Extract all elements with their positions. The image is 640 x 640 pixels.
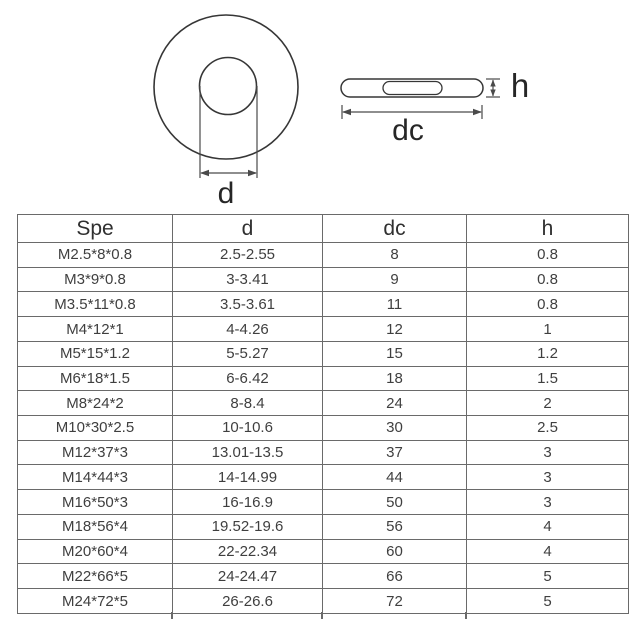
spec-cell: M3.5*11*0.8 (17, 291, 173, 318)
dc-dimension-label: dc (392, 114, 424, 147)
dc-cell: 24 (322, 390, 467, 417)
washer-technical-drawing: d h dc (153, 14, 529, 210)
header-h: h (466, 214, 629, 243)
spec-cell: M14*44*3 (17, 464, 173, 491)
d-cell: 6-6.42 (172, 365, 323, 392)
table-row: M3*9*0.8 3-3.41 9 0.8 (17, 266, 629, 293)
spec-cell: M12*37*3 (17, 439, 173, 466)
h-cell: 1.2 (466, 340, 629, 367)
dc-cell: 44 (322, 464, 467, 491)
table-row: M4*12*1 4-4.26 12 1 (17, 316, 629, 342)
header-dc: dc (322, 214, 467, 243)
d-arrow-right-icon (248, 169, 257, 177)
h-cell: 3 (466, 464, 629, 491)
spec-cell: M24*72*5 (17, 588, 173, 614)
dc-cell: 12 (322, 316, 467, 342)
dc-cell: 18 (322, 365, 467, 392)
dc-cell: 15 (322, 340, 467, 367)
dc-arrow-right-icon (473, 108, 482, 116)
spec-cell: M10*30*2.5 (17, 415, 173, 441)
h-cell: 5 (466, 563, 629, 590)
dc-cell: 72 (322, 588, 467, 614)
spec-cell: M18*56*4 (17, 513, 173, 540)
d-dimension-label: d (218, 177, 235, 210)
table-header-row: Spe d dc h (17, 214, 629, 243)
header-spe: Spe (17, 214, 173, 243)
spec-cell: M3*9*0.8 (17, 266, 173, 293)
dc-cell: 8 (322, 242, 467, 268)
table-row: M8*24*2 8-8.4 24 2 (17, 390, 629, 417)
dc-cell: 56 (322, 513, 467, 540)
d-cell: 5-5.27 (172, 340, 323, 367)
spec-cell: M22*66*5 (17, 563, 173, 590)
table-row: M20*60*4 22-22.34 60 4 (17, 538, 629, 565)
table-row: M6*18*1.5 6-6.42 18 1.5 (17, 365, 629, 392)
dc-cell: 30 (322, 415, 467, 441)
d-cell: 3.5-3.61 (172, 291, 323, 318)
dc-cell: 66 (322, 563, 467, 590)
h-cell: 0.8 (466, 266, 629, 293)
h-cell: 1 (466, 316, 629, 342)
dc-cell: 11 (322, 291, 467, 318)
h-cell: 3 (466, 489, 629, 515)
table-row: M3.5*11*0.8 3.5-3.61 11 0.8 (17, 291, 629, 318)
table-row: M12*37*3 13.01-13.5 37 3 (17, 439, 629, 466)
h-cell: 3 (466, 439, 629, 466)
table-row: M16*50*3 16-16.9 50 3 (17, 489, 629, 515)
header-d: d (172, 214, 323, 243)
spec-cell: M6*18*1.5 (17, 365, 173, 392)
table-row: M24*72*5 26-26.6 72 5 (17, 588, 629, 614)
d-cell: 13.01-13.5 (172, 439, 323, 466)
table-row: M10*30*2.5 10-10.6 30 2.5 (17, 415, 629, 441)
d-cell: 10-10.6 (172, 415, 323, 441)
d-arrow-left-icon (200, 169, 209, 177)
d-cell: 4-4.26 (172, 316, 323, 342)
dc-cell: 60 (322, 538, 467, 565)
spec-cell: M20*60*4 (17, 538, 173, 565)
d-cell: 22-22.34 (172, 538, 323, 565)
table-column-line-stub (171, 612, 173, 619)
d-cell: 14-14.99 (172, 464, 323, 491)
table-row: M22*66*5 24-24.47 66 5 (17, 563, 629, 590)
d-cell: 24-24.47 (172, 563, 323, 590)
h-cell: 2 (466, 390, 629, 417)
washer-side-hole (382, 80, 443, 96)
table-row: M14*44*3 14-14.99 44 3 (17, 464, 629, 491)
h-cell: 1.5 (466, 365, 629, 392)
h-cell: 0.8 (466, 291, 629, 318)
washer-spec-table: Spe d dc h M2.5*8*0.8 2.5-2.55 8 0.8 M3*… (17, 214, 629, 614)
h-arrow-down-icon (490, 89, 496, 97)
washer-side-profile (340, 78, 484, 98)
d-cell: 16-16.9 (172, 489, 323, 515)
h-cell: 4 (466, 538, 629, 565)
h-cell: 0.8 (466, 242, 629, 268)
d-cell: 3-3.41 (172, 266, 323, 293)
dc-cell: 37 (322, 439, 467, 466)
table-row: M2.5*8*0.8 2.5-2.55 8 0.8 (17, 242, 629, 268)
dc-cell: 9 (322, 266, 467, 293)
dc-arrow-left-icon (342, 108, 351, 116)
d-cell: 19.52-19.6 (172, 513, 323, 540)
washer-outer-circle (153, 14, 299, 160)
d-cell: 8-8.4 (172, 390, 323, 417)
table-column-line-stub (465, 612, 467, 619)
spec-cell: M4*12*1 (17, 316, 173, 342)
spec-cell: M5*15*1.2 (17, 340, 173, 367)
h-arrow-up-icon (490, 79, 496, 87)
table-row: M18*56*4 19.52-19.6 56 4 (17, 513, 629, 540)
spec-cell: M16*50*3 (17, 489, 173, 515)
spec-cell: M8*24*2 (17, 390, 173, 417)
washer-inner-circle (198, 56, 258, 116)
h-dimension-label: h (511, 67, 529, 104)
d-cell: 26-26.6 (172, 588, 323, 614)
h-cell: 5 (466, 588, 629, 614)
spec-cell: M2.5*8*0.8 (17, 242, 173, 268)
table-row: M5*15*1.2 5-5.27 15 1.2 (17, 340, 629, 367)
h-cell: 4 (466, 513, 629, 540)
dc-cell: 50 (322, 489, 467, 515)
table-column-line-stub (321, 612, 323, 619)
h-cell: 2.5 (466, 415, 629, 441)
d-cell: 2.5-2.55 (172, 242, 323, 268)
